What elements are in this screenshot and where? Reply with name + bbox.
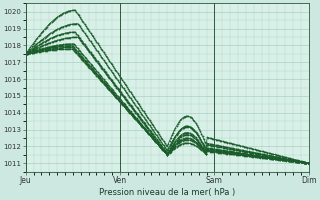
- X-axis label: Pression niveau de la mer( hPa ): Pression niveau de la mer( hPa ): [99, 188, 235, 197]
